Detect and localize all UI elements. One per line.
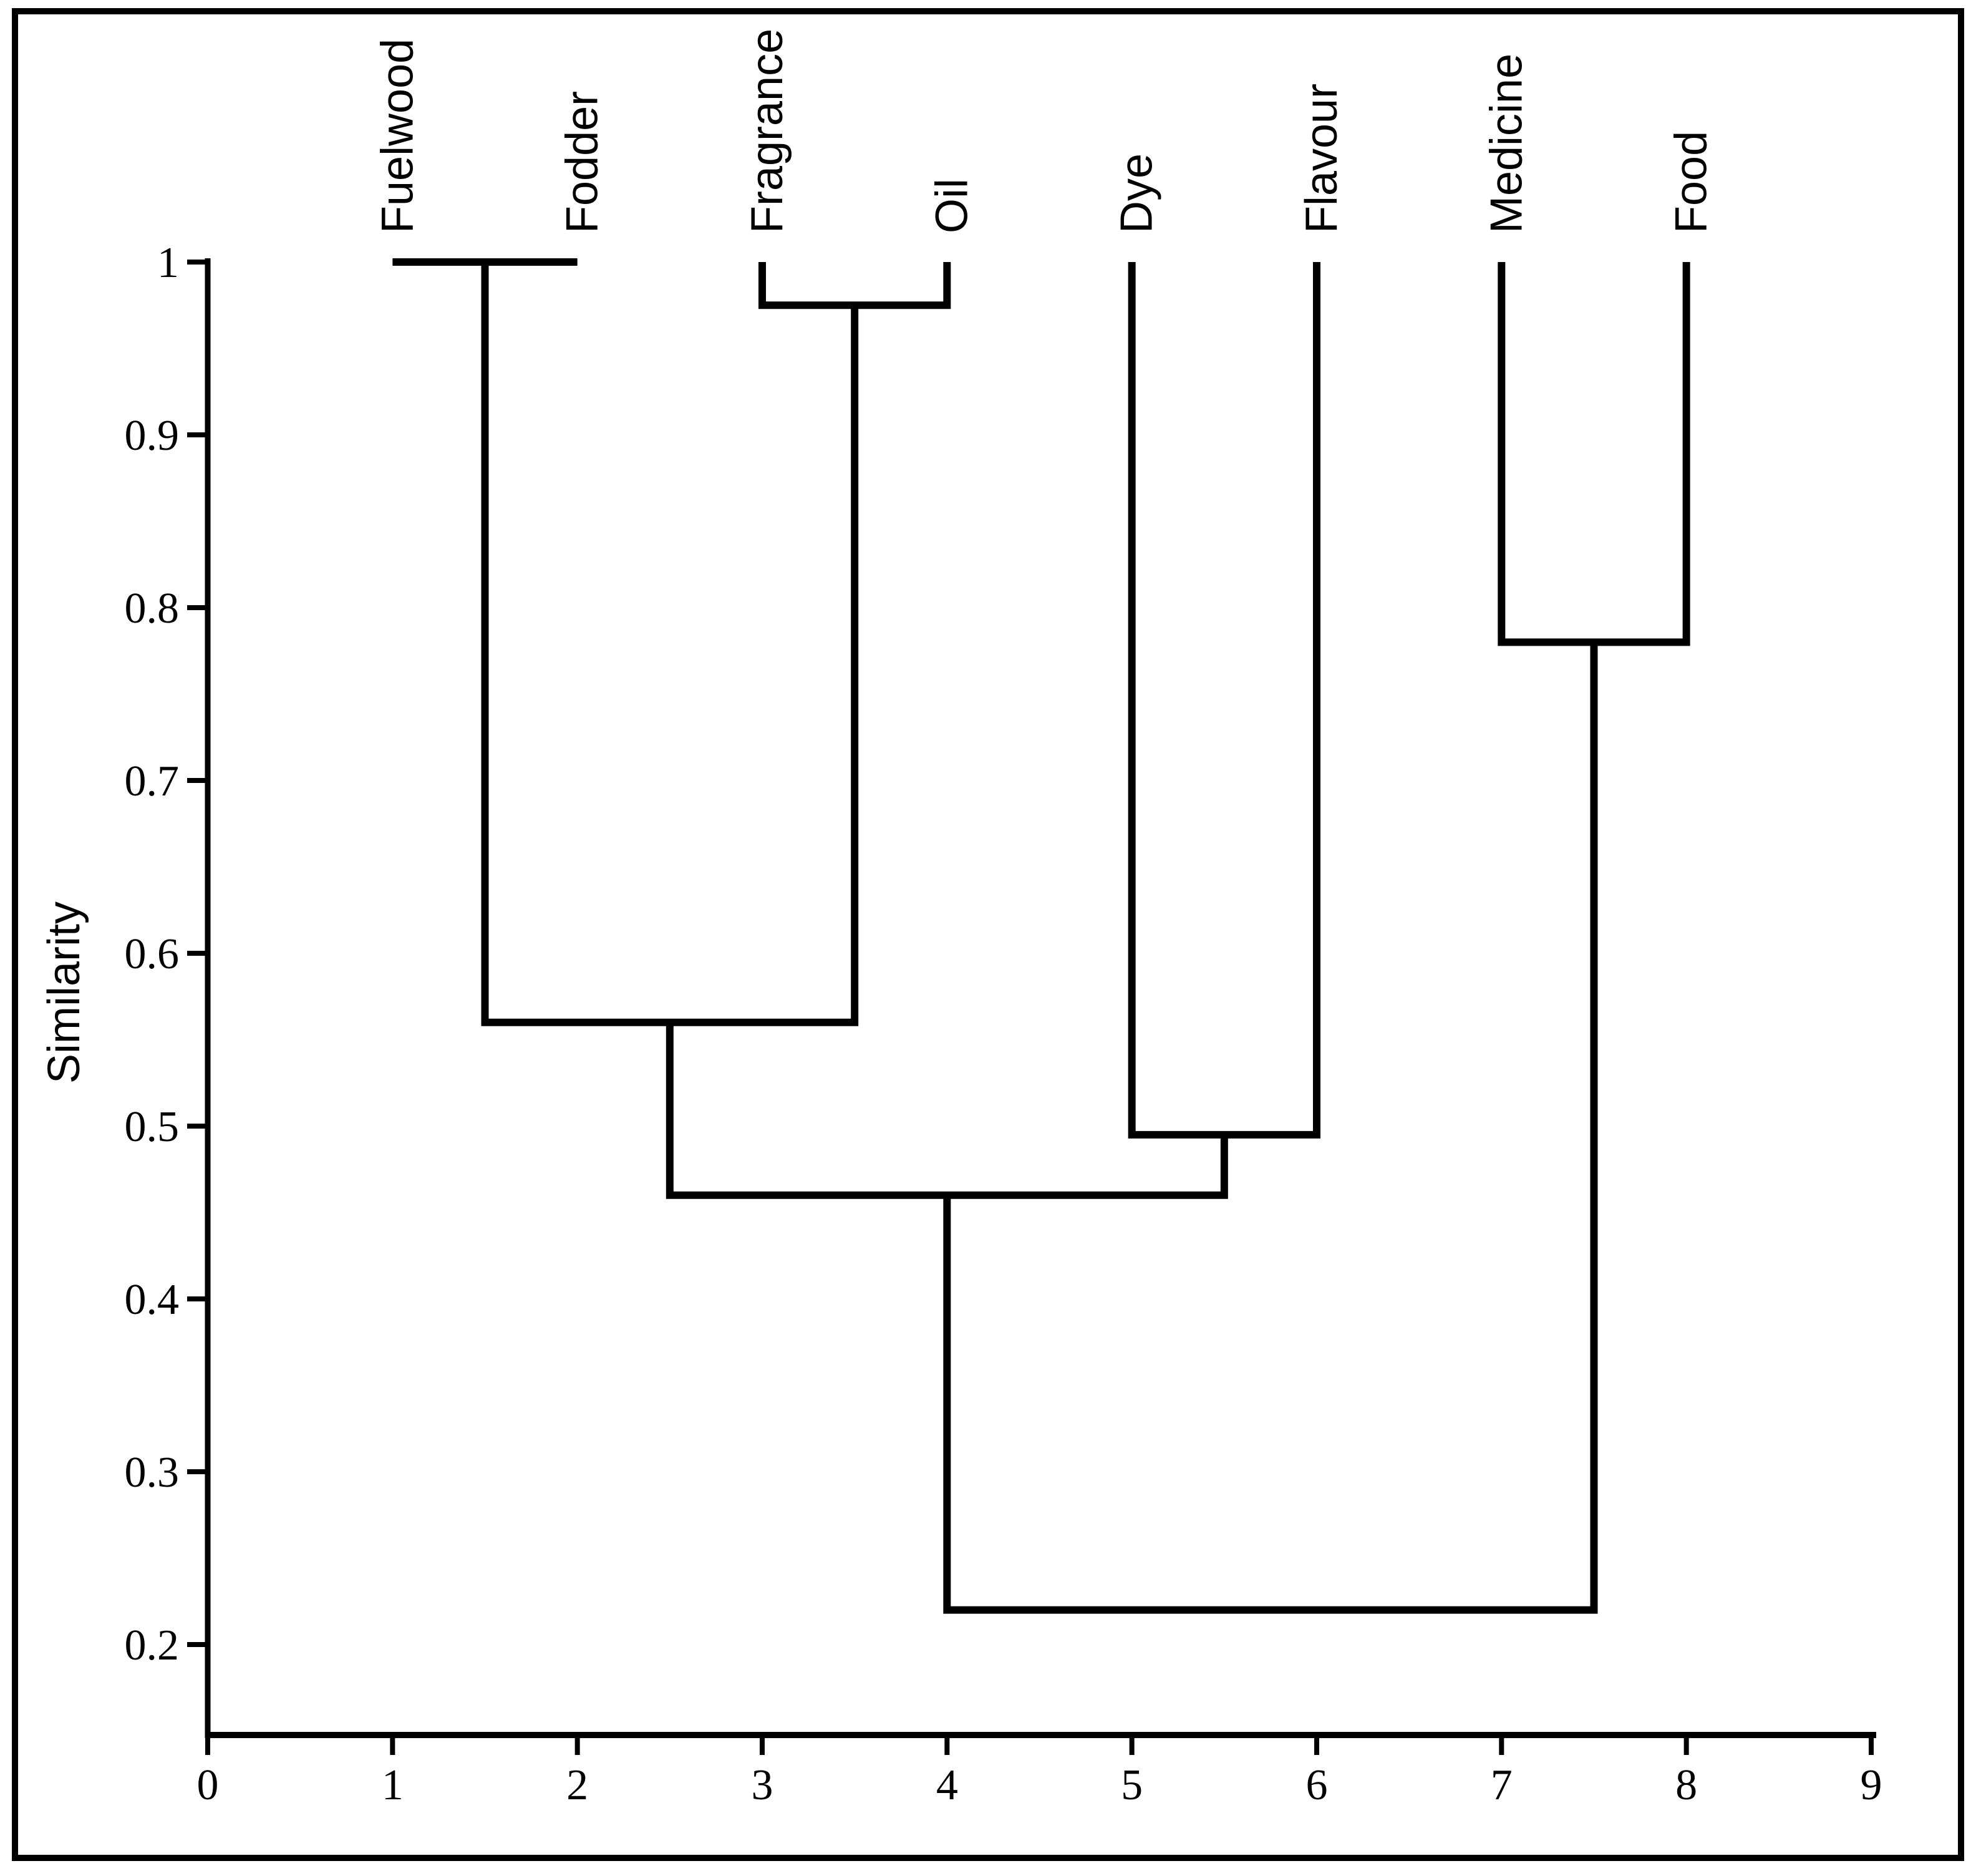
leaf-label-food: Food bbox=[1667, 131, 1717, 233]
x-axis-tick-label: 0 bbox=[197, 1761, 219, 1809]
y-axis-tick-label: 0.6 bbox=[125, 930, 180, 978]
y-axis-tick-label: 1 bbox=[157, 239, 179, 287]
figure-frame bbox=[12, 8, 1964, 1861]
x-axis-tick-label: 6 bbox=[1305, 1761, 1327, 1809]
y-axis-tick-label: 0.9 bbox=[125, 412, 180, 460]
x-axis-tick-label: 3 bbox=[751, 1761, 773, 1809]
x-axis-tick-label: 9 bbox=[1860, 1761, 1882, 1809]
x-axis-tick-label: 7 bbox=[1491, 1761, 1513, 1809]
x-axis-tick-label: 5 bbox=[1121, 1761, 1143, 1809]
y-axis-tick-label: 0.5 bbox=[125, 1103, 180, 1151]
x-axis-tick-label: 1 bbox=[382, 1761, 404, 1809]
leaf-label-fuelwood: Fuelwood bbox=[372, 39, 422, 233]
dendrogram-link-c3 bbox=[481, 262, 859, 1026]
dendrogram-link-c2 bbox=[758, 262, 951, 309]
dendrogram-link-c5 bbox=[666, 1022, 1228, 1199]
y-axis-tick-label: 0.4 bbox=[125, 1276, 180, 1324]
leaf-label-fodder: Fodder bbox=[558, 91, 608, 233]
y-axis-title: Similarity bbox=[39, 902, 89, 1084]
leaf-label-fragrance: Fragrance bbox=[742, 29, 792, 233]
x-axis-tick-label: 4 bbox=[936, 1761, 958, 1809]
leaf-label-medicine: Medicine bbox=[1481, 54, 1531, 233]
y-axis-tick-label: 0.7 bbox=[125, 757, 180, 805]
y-axis-tick-label: 0.2 bbox=[125, 1621, 180, 1669]
leaf-label-flavour: Flavour bbox=[1297, 84, 1347, 233]
dendrogram-link-c4 bbox=[1128, 262, 1320, 1139]
y-axis-tick-label: 0.8 bbox=[125, 585, 180, 633]
leaf-label-oil: Oil bbox=[927, 178, 977, 233]
dendrogram-link-c7 bbox=[943, 642, 1598, 1614]
x-axis-tick-label: 8 bbox=[1675, 1761, 1697, 1809]
x-axis-tick-label: 2 bbox=[566, 1761, 588, 1809]
y-axis-tick-label: 0.3 bbox=[125, 1449, 180, 1497]
dendrogram-link-c6 bbox=[1498, 262, 1690, 646]
leaf-label-dye: Dye bbox=[1112, 153, 1162, 233]
